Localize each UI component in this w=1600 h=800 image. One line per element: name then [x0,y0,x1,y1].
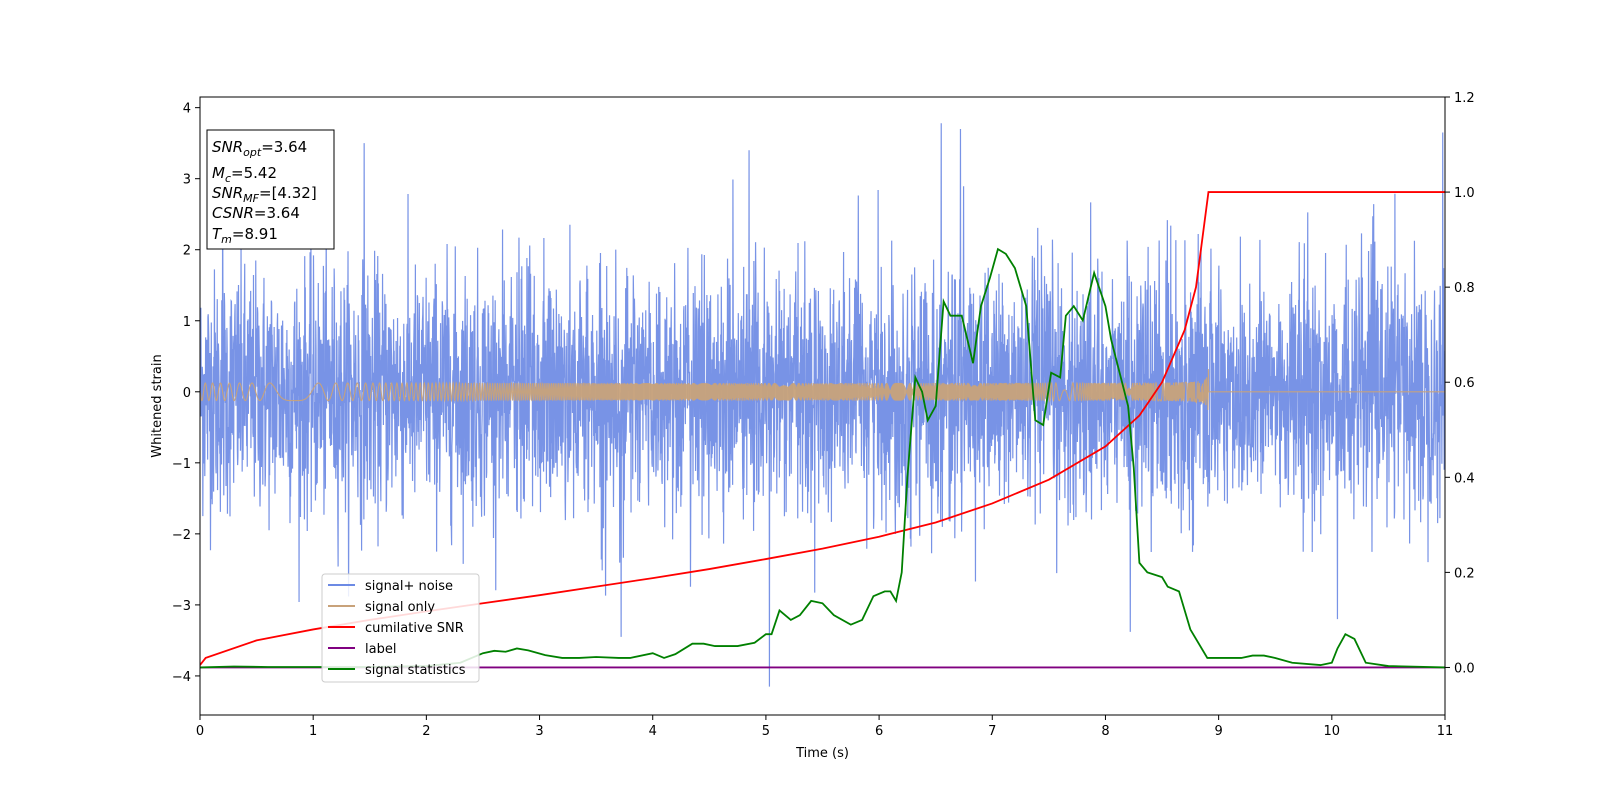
y-left-tick-label: 2 [183,244,191,259]
y-left-tick-label: −3 [172,599,191,614]
info-snr-mf: SNRMF=[4.32] [212,184,317,205]
info-symbol: SNR [212,184,243,202]
info-subscript: MF [243,192,259,205]
legend-label: signal+ noise [365,579,453,594]
info-box-frame [206,129,335,250]
y-axis-label: Whitened strain [150,354,165,457]
x-tick-label: 9 [1214,724,1222,739]
info-box: SNRopt=3.64Mc=5.42SNRMF=[4.32]CSNR=3.64T… [206,129,335,250]
info-symbol: M [212,164,225,182]
legend-frame [321,573,480,683]
y-right-tick-label: 1.0 [1454,186,1475,201]
info-subscript: m [221,233,232,246]
x-tick-label: 5 [762,724,770,739]
y-left-tick-label: −1 [172,457,191,472]
y-right-tick-label: 0.4 [1454,471,1475,486]
x-tick-label: 10 [1324,724,1341,739]
legend-label: cumilative SNR [365,621,464,636]
x-axis-label: Time (s) [795,746,849,761]
info-value: =5.42 [231,164,277,182]
y-left-tick-label: 4 [183,102,191,117]
signal-only-line [200,369,1445,410]
info-tm: Tm=8.91 [212,225,278,246]
y-left-tick-label: −4 [172,670,191,685]
legend-label: signal only [365,600,435,615]
info-value: =3.64 [254,204,300,222]
y-right-tick-label: 1.2 [1454,91,1475,106]
x-tick-label: 7 [988,724,996,739]
y-left-tick-label: −2 [172,528,191,543]
y-right-tick-label: 0.8 [1454,281,1475,296]
legend-label: label [365,642,396,657]
x-tick-label: 2 [422,724,430,739]
x-tick-label: 4 [649,724,657,739]
y-left-tick-label: 0 [183,386,191,401]
y-right-tick-label: 0.0 [1454,661,1475,676]
info-value: =8.91 [232,225,278,243]
info-value: =[4.32] [259,184,317,202]
info-mc: Mc=5.42 [212,164,277,185]
y-left-tick-label: 3 [183,173,191,188]
info-symbol: CSNR [212,204,254,222]
plot-frame [199,96,1446,716]
x-tick-label: 0 [196,724,204,739]
y-left-tick-label: 1 [183,315,191,330]
y-right-tick-label: 0.2 [1454,566,1475,581]
x-tick-label: 1 [309,724,317,739]
info-subscript: opt [243,146,262,159]
info-symbol: SNR [212,138,243,156]
x-tick-label: 11 [1437,724,1454,739]
y-right-tick-label: 0.6 [1454,376,1475,391]
x-tick-label: 6 [875,724,883,739]
legend-label: signal statistics [365,663,466,678]
x-tick-label: 3 [535,724,543,739]
info-subscript: c [225,172,231,185]
x-tick-label: 8 [1101,724,1109,739]
info-value: =3.64 [261,138,307,156]
info-snr-opt: SNRopt=3.64 [212,138,307,159]
signal-statistics-line [200,247,1445,669]
info-csnr: CSNR=3.64 [212,204,300,222]
info-symbol: T [212,225,223,243]
legend: signal+ noise signal only cumilative SNR la… [321,573,480,683]
